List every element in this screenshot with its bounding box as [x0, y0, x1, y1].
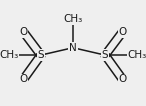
- Text: O: O: [119, 27, 127, 37]
- Text: CH₃: CH₃: [0, 50, 18, 60]
- Text: N: N: [69, 43, 77, 53]
- Text: O: O: [119, 75, 127, 84]
- Text: CH₃: CH₃: [128, 50, 146, 60]
- Text: S: S: [102, 50, 108, 60]
- Text: CH₃: CH₃: [63, 14, 83, 24]
- Text: S: S: [38, 50, 44, 60]
- Text: O: O: [19, 75, 27, 84]
- Text: O: O: [19, 27, 27, 37]
